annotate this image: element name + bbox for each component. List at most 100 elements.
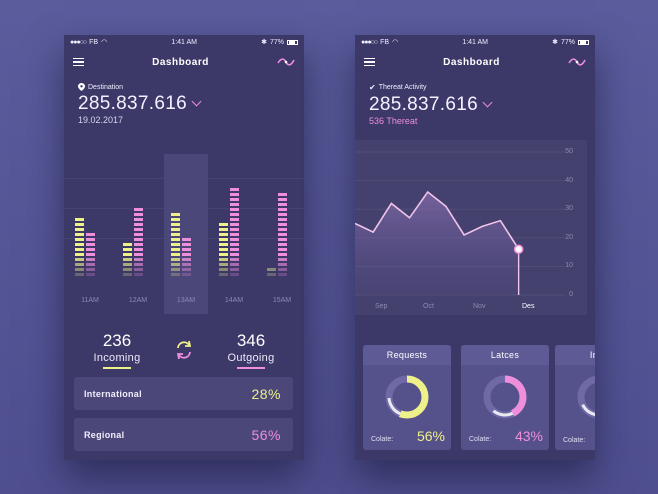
x-tick-label: 11AM — [81, 297, 99, 304]
bar-segment — [86, 253, 95, 256]
bar-segment — [134, 223, 143, 226]
bar-segment — [230, 273, 239, 276]
y-tick-label: 0 — [569, 291, 573, 298]
bar-segment — [75, 218, 84, 221]
bar-segment — [278, 243, 287, 246]
menu-icon[interactable] — [364, 58, 375, 66]
summary-header: ✔ Thereat Activity 285.837.616 536 Therea… — [355, 75, 595, 126]
incoming-stat: 236 Incoming — [82, 331, 152, 369]
brand-logo-icon[interactable] — [568, 57, 586, 67]
bar-segment — [278, 223, 287, 226]
nav-bar: Dashboard — [355, 49, 595, 75]
bar-segment — [219, 223, 228, 226]
battery-percent: 77% — [560, 38, 575, 46]
bar-segment — [219, 273, 228, 276]
bar-segment — [278, 218, 287, 221]
battery-icon — [287, 39, 298, 45]
bar-segment — [123, 248, 132, 251]
bar-group-14am[interactable]: 14AM — [212, 154, 256, 314]
bar-segment — [134, 208, 143, 211]
bar-group-11am[interactable]: 11AM — [68, 154, 112, 314]
bar-series-1 — [230, 188, 239, 276]
bar-segment — [134, 248, 143, 251]
x-tick-label[interactable]: Nov — [473, 303, 486, 310]
bar-segment — [278, 263, 287, 266]
y-tick-label: 30 — [565, 205, 573, 213]
swap-arrows-icon[interactable] — [174, 339, 194, 361]
metric-card[interactable]: Requests Colate: 56% — [363, 345, 451, 450]
bar-group-12am[interactable]: 12AM — [116, 154, 160, 314]
bar-segment — [171, 248, 180, 251]
bar-segment — [171, 253, 180, 256]
bar-segment — [182, 238, 191, 241]
bar-segment — [86, 233, 95, 236]
carrier-label: FB — [89, 38, 99, 46]
bar-segment — [219, 263, 228, 266]
x-tick-label[interactable]: Sep — [375, 303, 388, 310]
wifi-icon: ◠ — [392, 39, 399, 46]
active-point[interactable] — [513, 244, 524, 255]
regional-row[interactable]: Regional 56% — [74, 418, 293, 451]
chevron-down-icon[interactable] — [191, 96, 202, 106]
bar-segment — [134, 253, 143, 256]
bar-segment — [219, 253, 228, 256]
bar-segment — [171, 218, 180, 221]
bar-segment — [75, 258, 84, 261]
y-tick-label: 40 — [565, 176, 573, 184]
bar-segment — [123, 243, 132, 246]
bar-segment — [219, 238, 228, 241]
bar-segment — [123, 258, 132, 261]
y-tick-label: 50 — [565, 148, 573, 155]
card-footer-label: Colate: — [469, 436, 492, 443]
bar-segment — [230, 238, 239, 241]
donut-ring — [577, 375, 595, 419]
wifi-icon: ◠ — [101, 39, 108, 46]
x-tick-label[interactable]: Oct — [423, 303, 434, 310]
card-footer-label: Colate: — [371, 436, 394, 443]
battery-icon — [578, 39, 589, 45]
bar-segment — [278, 273, 287, 276]
bar-segment — [86, 258, 95, 261]
bar-segment — [278, 238, 287, 241]
bar-segment — [86, 273, 95, 276]
international-row[interactable]: International 28% — [74, 377, 293, 410]
bar-segment — [182, 243, 191, 246]
row-label: International — [84, 388, 142, 399]
bar-segment — [171, 263, 180, 266]
threat-count: 536 Thereat — [369, 116, 418, 126]
bar-series-0 — [75, 218, 84, 276]
bar-segment — [267, 268, 276, 271]
bar-chart: 11AM 12AM 13AM 14AM 15AM — [64, 154, 304, 314]
incoming-label: Incoming — [93, 352, 141, 364]
carrier-label: FB — [380, 38, 390, 46]
bar-group-15am[interactable]: 15AM — [260, 154, 304, 314]
chevron-down-icon[interactable] — [482, 97, 493, 107]
brand-logo-icon[interactable] — [277, 57, 295, 67]
bar-segment — [134, 243, 143, 246]
bar-segment — [171, 228, 180, 231]
bar-segment — [219, 248, 228, 251]
card-footer: Colate: — [563, 437, 595, 444]
menu-icon[interactable] — [73, 58, 84, 66]
bar-segment — [230, 223, 239, 226]
metric-card[interactable]: Inve Colate: — [555, 345, 595, 450]
bar-segment — [171, 273, 180, 276]
bar-segment — [134, 213, 143, 216]
bar-group-13am[interactable]: 13AM — [164, 154, 208, 314]
incoming-underline — [103, 367, 131, 369]
bar-segment — [123, 273, 132, 276]
x-tick-label[interactable]: Des — [522, 303, 535, 310]
card-footer: Colate: 56% — [371, 428, 445, 444]
outgoing-stat: 346 Outgoing — [216, 331, 286, 369]
bar-segment — [75, 223, 84, 226]
status-bar: ●●●○○ FB ◠ 1:41 AM ✱ 77% — [355, 35, 595, 49]
bar-series-1 — [278, 193, 287, 276]
bar-segment — [182, 268, 191, 271]
row-label: Regional — [84, 429, 125, 440]
metric-card[interactable]: Latces Colate: 43% — [461, 345, 549, 450]
summary-header: Destination 285.837.616 19.02.2017 — [64, 75, 304, 125]
x-tick-label: 15AM — [272, 297, 292, 304]
x-tick-label: 12AM — [128, 297, 148, 304]
bar-segment — [86, 238, 95, 241]
bar-segment — [86, 268, 95, 271]
